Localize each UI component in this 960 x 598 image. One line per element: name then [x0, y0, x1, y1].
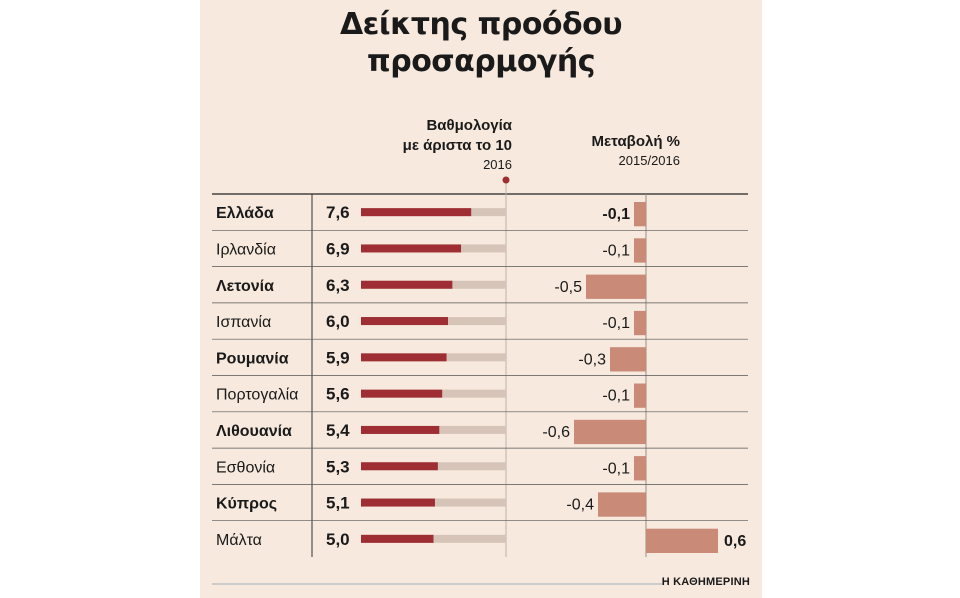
change-value-label: -0,1	[602, 242, 630, 259]
country-label: Εσθονία	[216, 459, 275, 476]
score-bar	[361, 317, 448, 326]
score-value-label: 5,0	[326, 530, 350, 549]
change-bar	[634, 310, 646, 336]
source-credit: Η ΚΑΘΗΜΕΡΙΝΗ	[661, 576, 750, 588]
country-label: Λετονία	[216, 278, 274, 295]
change-value-label: -0,3	[578, 351, 606, 368]
change-bar	[610, 347, 646, 372]
country-label: Ισπανία	[216, 314, 271, 331]
change-bar	[634, 202, 646, 227]
chart-svg: Ελλάδα 7,6 -0,1 Ιρλανδία 6,9 -0,1 Λετονία 6,3 -0…	[212, 176, 748, 557]
score-value-label: 5,1	[326, 494, 350, 513]
change-value-label: -0,1	[602, 460, 630, 477]
country-label: Ρουμανία	[216, 350, 289, 367]
change-value-label: -0,1	[602, 315, 630, 332]
chart-panel: Δείκτης προόδου προσαρμογής Βαθμολογία μ…	[200, 0, 762, 598]
title-line-2: προσαρμογής	[366, 44, 596, 79]
change-bar	[574, 419, 646, 445]
score-value-label: 6,9	[326, 239, 350, 258]
country-label: Μάλτα	[216, 532, 262, 549]
change-value-label: -0,1	[602, 388, 630, 405]
footer-rule	[212, 583, 662, 585]
score-bar	[361, 498, 435, 507]
score-value-label: 6,0	[326, 312, 350, 331]
score-max-marker	[502, 176, 510, 184]
score-column-header: Βαθμολογία με άριστα το 10 2016	[320, 116, 512, 173]
country-label: Ιρλανδία	[216, 241, 276, 258]
title-line-1: Δείκτης προόδου	[339, 7, 623, 42]
country-label: Πορτογαλία	[216, 387, 298, 404]
score-bar	[361, 353, 447, 362]
score-bar	[361, 208, 472, 217]
score-bar	[361, 389, 443, 398]
country-label: Κύπρος	[216, 496, 277, 513]
score-bar	[361, 244, 462, 253]
score-bar	[361, 534, 434, 543]
score-header-max: 10	[495, 137, 512, 154]
change-bar	[586, 274, 646, 299]
score-value-label: 5,4	[326, 421, 350, 440]
score-value-label: 5,6	[326, 385, 350, 404]
change-value-label: -0,1	[602, 206, 630, 223]
change-bar	[634, 383, 646, 408]
score-header-year: 2016	[483, 157, 512, 172]
change-value-label: -0,6	[542, 424, 570, 441]
score-header-line-1: Βαθμολογία	[426, 117, 512, 134]
change-value-label: 0,6	[724, 533, 746, 550]
change-bar	[598, 492, 646, 517]
country-label: Λιθουανία	[216, 423, 292, 440]
score-bar	[361, 425, 440, 434]
score-header-line-2: με άριστα το 10	[320, 136, 512, 156]
score-value-label: 5,9	[326, 348, 350, 367]
change-value-label: -0,5	[554, 279, 582, 296]
change-header-title: Μεταβολή %	[591, 133, 680, 150]
score-bar	[361, 462, 438, 471]
change-header-year: 2015/2016	[618, 153, 680, 168]
change-bar	[646, 528, 718, 553]
score-value-label: 6,3	[326, 276, 350, 295]
country-label: Ελλάδα	[216, 205, 274, 222]
score-header-prefix: με άριστα το	[402, 137, 496, 154]
change-value-label: -0,4	[566, 497, 594, 514]
change-column-header: Μεταβολή % 2015/2016	[530, 132, 680, 169]
score-value-label: 5,3	[326, 457, 350, 476]
chart-title: Δείκτης προόδου προσαρμογής	[200, 6, 762, 80]
change-bar	[634, 456, 646, 481]
score-value-label: 7,6	[326, 203, 350, 222]
change-bar	[634, 238, 646, 263]
score-bar	[361, 280, 453, 289]
